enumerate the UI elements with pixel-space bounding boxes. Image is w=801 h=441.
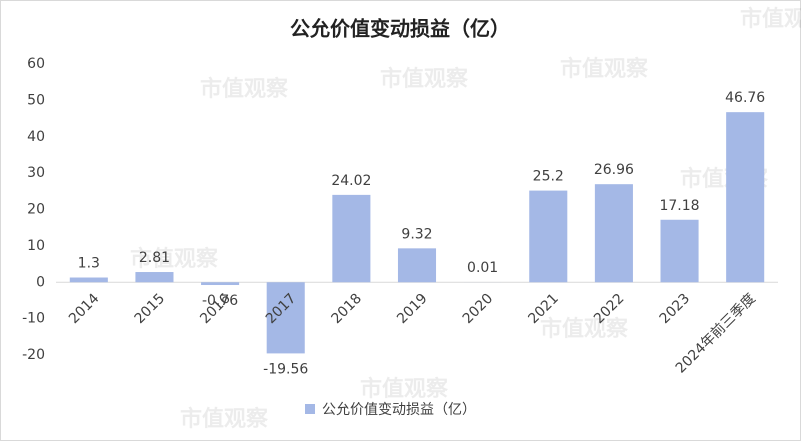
watermark: 市值观察: [560, 56, 649, 82]
legend-label: 公允价值变动损益（亿）: [322, 402, 476, 418]
y-tick-label: 50: [27, 92, 45, 108]
legend-swatch: [305, 404, 315, 414]
y-tick-label: -20: [22, 347, 45, 363]
watermark: 市值观察: [200, 76, 289, 102]
watermark: 市值观察: [130, 246, 219, 272]
data-label: 24.02: [331, 173, 371, 189]
data-label: 26.96: [594, 162, 634, 178]
data-label: 9.32: [401, 226, 432, 242]
y-tick-label: 30: [27, 165, 45, 181]
watermark: 市值观察: [540, 316, 629, 342]
watermark: 市值观察: [380, 66, 469, 92]
bar: [660, 219, 699, 283]
y-tick-label: 0: [36, 274, 45, 290]
data-label: -19.56: [263, 361, 308, 377]
bar: [201, 282, 240, 286]
bar: [726, 112, 765, 283]
data-label: 1.3: [78, 256, 100, 272]
bar: [397, 248, 437, 283]
bar: [594, 184, 633, 283]
y-tick-label: 10: [27, 238, 45, 254]
bar: [529, 190, 568, 283]
bar: [135, 272, 174, 283]
y-tick-label: -10: [22, 311, 45, 327]
y-tick-label: 60: [27, 56, 45, 72]
y-tick-label: 20: [27, 202, 45, 218]
data-label: 25.2: [533, 169, 564, 185]
data-label: 17.18: [659, 198, 699, 214]
bar: [332, 194, 371, 283]
data-label: 2.81: [139, 250, 170, 266]
data-label: 0.01: [467, 260, 498, 276]
watermark: 市值观察: [360, 376, 449, 402]
bar: [266, 282, 305, 354]
data-label: -0.76: [202, 293, 238, 309]
watermark: 市值观察: [740, 6, 801, 32]
y-tick-label: 40: [27, 129, 45, 145]
chart-title: 公允价值变动损益（亿）: [290, 17, 510, 41]
bar: [69, 277, 108, 283]
data-label: 46.76: [725, 90, 765, 106]
watermark: 市值观察: [180, 406, 269, 432]
